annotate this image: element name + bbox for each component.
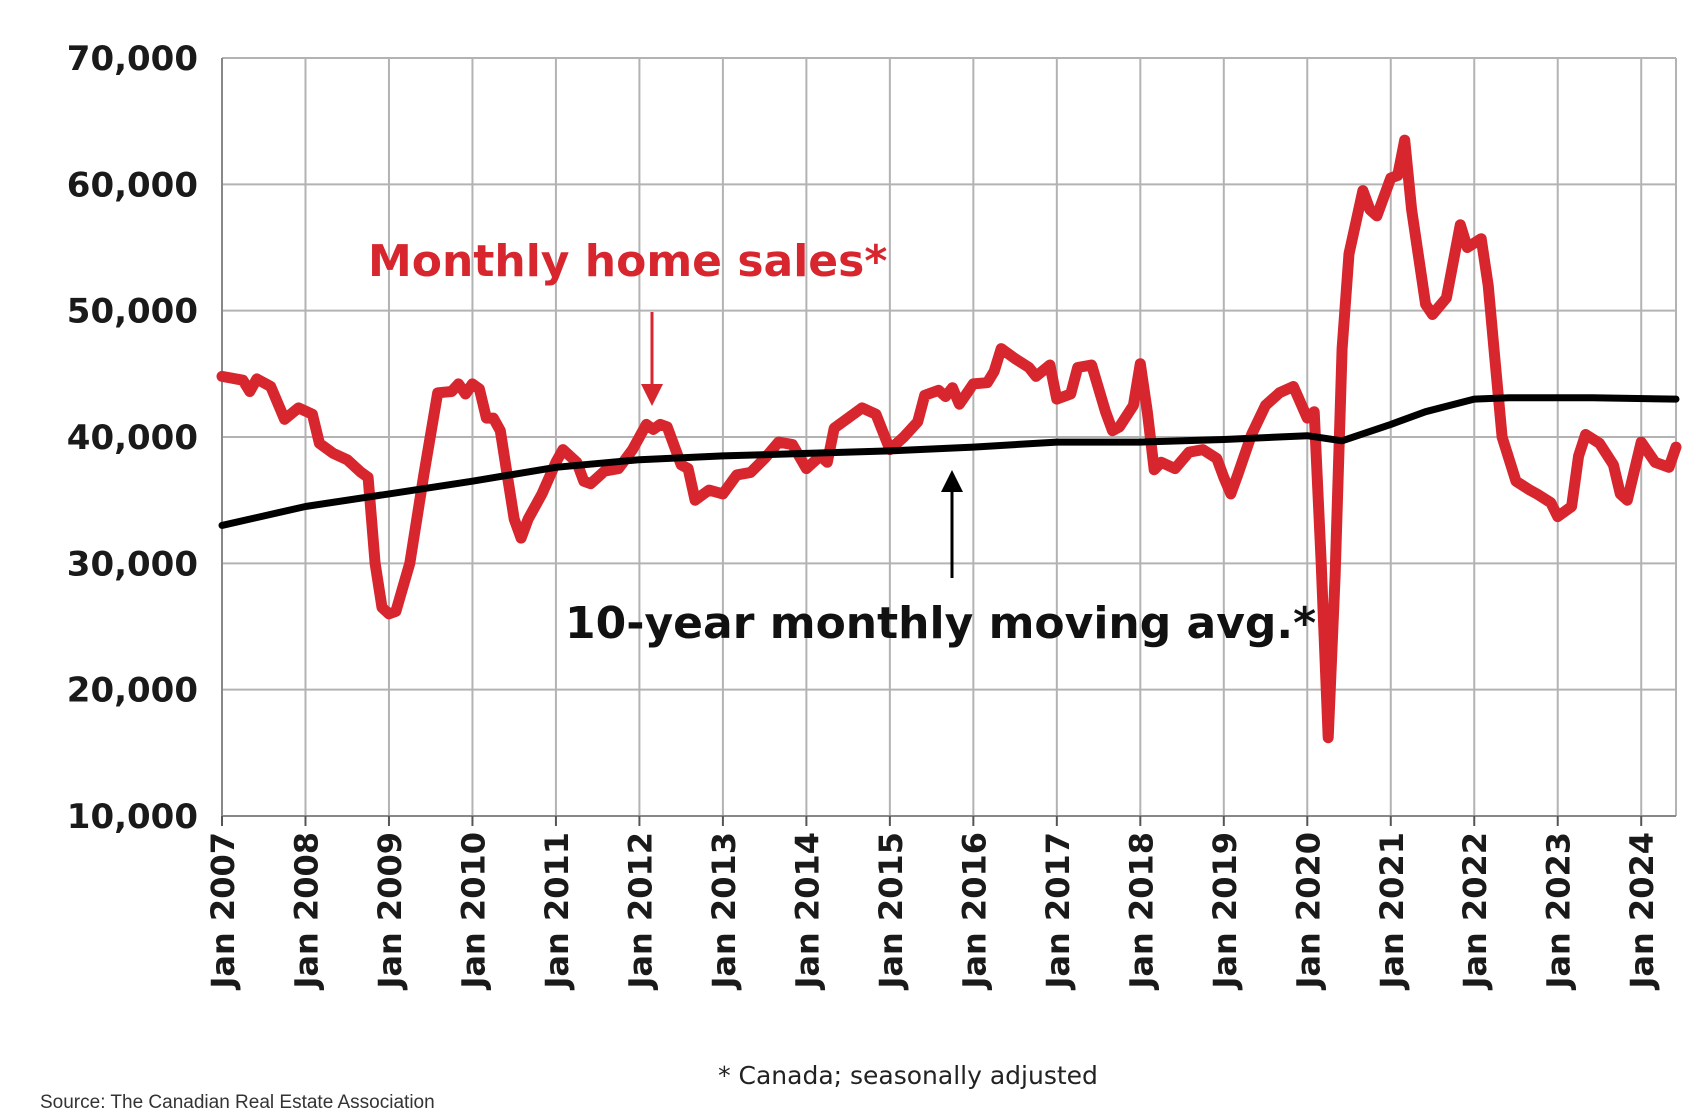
x-tick-label-15: Jan 2022 bbox=[1456, 832, 1494, 990]
x-tick-label-3: Jan 2010 bbox=[454, 832, 492, 990]
x-tick-label-5: Jan 2012 bbox=[621, 832, 659, 990]
series-monthly-home-sales bbox=[216, 134, 1682, 744]
x-axis-ticks: Jan 2007 Jan 2008 Jan 2009 Jan 2010 Jan 2011… bbox=[204, 832, 1661, 990]
x-tick-label-11: Jan 2018 bbox=[1122, 832, 1160, 990]
x-tick-label-13: Jan 2020 bbox=[1289, 832, 1327, 990]
x-tick-label-16: Jan 2023 bbox=[1540, 832, 1578, 990]
y-tick-label-4: 50,000 bbox=[67, 292, 198, 332]
x-tick-label-10: Jan 2017 bbox=[1039, 832, 1077, 990]
y-tick-label-2: 30,000 bbox=[67, 544, 198, 584]
x-tick-label-17: Jan 2024 bbox=[1623, 832, 1661, 990]
x-tick-label-4: Jan 2011 bbox=[538, 832, 576, 990]
x-tick-label-8: Jan 2015 bbox=[872, 832, 910, 990]
x-tick-label-0: Jan 2007 bbox=[204, 832, 242, 990]
y-tick-label-1: 20,000 bbox=[67, 671, 198, 711]
series-moving-average bbox=[218, 394, 1680, 529]
x-tick-label-9: Jan 2016 bbox=[955, 832, 993, 990]
grid-lines bbox=[221, 57, 1677, 826]
y-tick-label-3: 40,000 bbox=[67, 418, 198, 458]
y-tick-label-0: 10,000 bbox=[67, 797, 198, 837]
x-tick-label-7: Jan 2014 bbox=[788, 832, 826, 990]
annotation-moving-average: 10-year monthly moving avg.* bbox=[565, 598, 1316, 649]
x-tick-label-2: Jan 2009 bbox=[371, 832, 409, 990]
x-tick-label-12: Jan 2019 bbox=[1206, 832, 1244, 990]
footnote: * Canada; seasonally adjusted bbox=[718, 1061, 1098, 1090]
annotation-layer: Monthly home sales* 10-year monthly movi… bbox=[368, 236, 1316, 649]
annotation-arrow-red bbox=[641, 312, 663, 406]
y-axis-ticks: 10,000 20,000 30,000 40,000 50,000 60,000 70,0… bbox=[67, 39, 198, 837]
y-tick-label-6: 70,000 bbox=[67, 39, 198, 79]
x-tick-label-14: Jan 2021 bbox=[1373, 832, 1411, 990]
source-note: Source: The Canadian Real Estate Associa… bbox=[40, 1092, 435, 1113]
series-layer bbox=[216, 134, 1682, 744]
annotation-monthly-home-sales: Monthly home sales* bbox=[368, 236, 887, 287]
y-tick-label-5: 60,000 bbox=[67, 165, 198, 205]
x-tick-label-6: Jan 2013 bbox=[705, 832, 743, 990]
x-tick-label-1: Jan 2008 bbox=[287, 832, 325, 990]
annotation-arrow-black bbox=[941, 470, 963, 578]
